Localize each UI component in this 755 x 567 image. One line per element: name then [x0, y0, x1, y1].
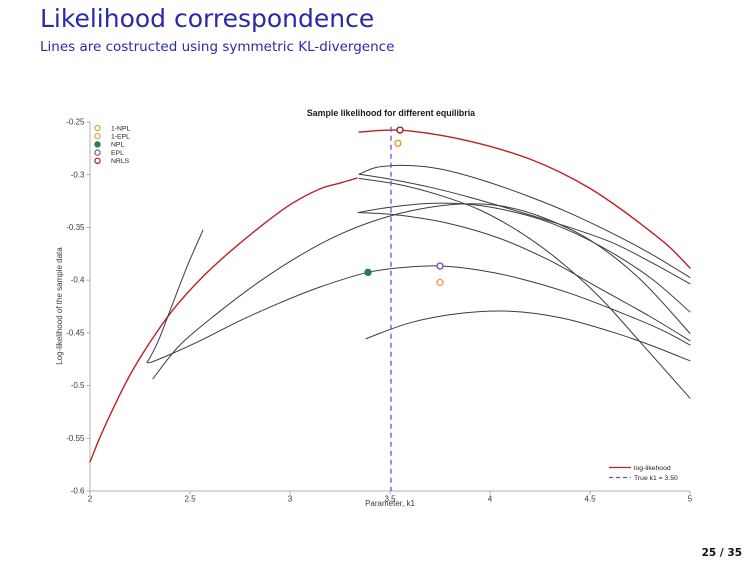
y-tick-label: -0.25: [66, 118, 85, 127]
y-tick-label: -0.55: [66, 434, 85, 443]
page-number: 25 / 35: [701, 547, 742, 559]
curve-equilibrium-branch-fold-upper: [358, 164, 691, 278]
x-tick-label: 3.5: [384, 495, 396, 504]
x-tick-label: 2: [88, 495, 93, 504]
curve-equilibrium-branch-middle-arc: [152, 203, 691, 380]
y-tick-label: -0.35: [66, 223, 85, 232]
marker-1-NPL: [394, 139, 402, 147]
curve-equilibrium-branch-low-arc: [365, 310, 691, 362]
legend-marker-NPL: [94, 141, 101, 148]
x-tick-label: 5: [688, 495, 693, 504]
legend-label-1-EPL: 1-EPL: [111, 134, 130, 141]
legend-label-NPL: NPL: [111, 142, 124, 149]
legend-marker-NRLS: [94, 157, 101, 164]
x-tick-label: 2.5: [184, 495, 196, 504]
legend-label-1-NPL: 1-NPL: [111, 125, 130, 132]
marker-1-EPL: [436, 278, 444, 287]
legend-marker-EPL: [94, 149, 101, 156]
y-tick-label: -0.5: [71, 381, 85, 390]
legend-lines: log-likehood True k1 = 3.50: [609, 465, 678, 482]
curve-layer: [89, 129, 691, 463]
marker-NRLS: [396, 126, 404, 134]
x-tick-label: 4.5: [584, 495, 596, 504]
curve-equilibrium-branch-fold-lower: [358, 173, 691, 285]
x-tick-label: 4: [488, 495, 493, 504]
curve-equilibrium-branch-steep: [358, 177, 691, 399]
curve-equilibrium-branch-middle-lens-lower: [357, 212, 691, 342]
legend-label-NRLS: NRLS: [111, 158, 130, 165]
legend-true-k1-label: True k1 = 3.50: [634, 475, 678, 482]
marker-NPL: [364, 268, 372, 277]
legend-loglikelihood-label: log-likehood: [634, 465, 671, 472]
curve-log-likelihood-top-branch: [358, 129, 691, 269]
x-axis-label: Parameter, k1: [365, 499, 415, 508]
axis-spines: [89, 122, 690, 492]
legend-marker-1-EPL: [94, 132, 101, 140]
y-tick-label: -0.4: [71, 276, 85, 285]
x-tick-label: 3: [288, 495, 293, 504]
axis-ticks: 2 2.5 3 3.5 4 4.5 5 -0.25 -0.3 -0.35 -0.4 -0.45 -0.5…: [66, 118, 693, 504]
y-axis-label: Log-likelihood of the sample data: [55, 247, 64, 365]
y-tick-label: -0.3: [71, 170, 85, 179]
slide-subtitle: Lines are costructed using symmetric KL-…: [40, 39, 395, 55]
y-tick-label: -0.45: [66, 328, 85, 337]
curve-log-likelihood-rising-branch: [89, 177, 358, 463]
legend-label-EPL: EPL: [111, 150, 124, 157]
curve-equilibrium-branch-middle-lens-upper: [357, 202, 691, 313]
marker-layer: [364, 126, 444, 287]
likelihood-chart: 2 2.5 3 3.5 4 4.5 5 -0.25 -0.3 -0.35 -0.4 -0.45 -0.5…: [55, 108, 693, 508]
legend-marker-1-NPL: [94, 124, 101, 132]
y-tick-label: -0.6: [71, 487, 85, 496]
curve-equilibrium-branch-hook-npl-epl: [146, 229, 691, 364]
chart-title: Sample likelihood for different equilibr…: [307, 108, 475, 118]
slide-title: Likelihood correspondence: [40, 4, 375, 33]
marker-EPL: [436, 262, 444, 270]
